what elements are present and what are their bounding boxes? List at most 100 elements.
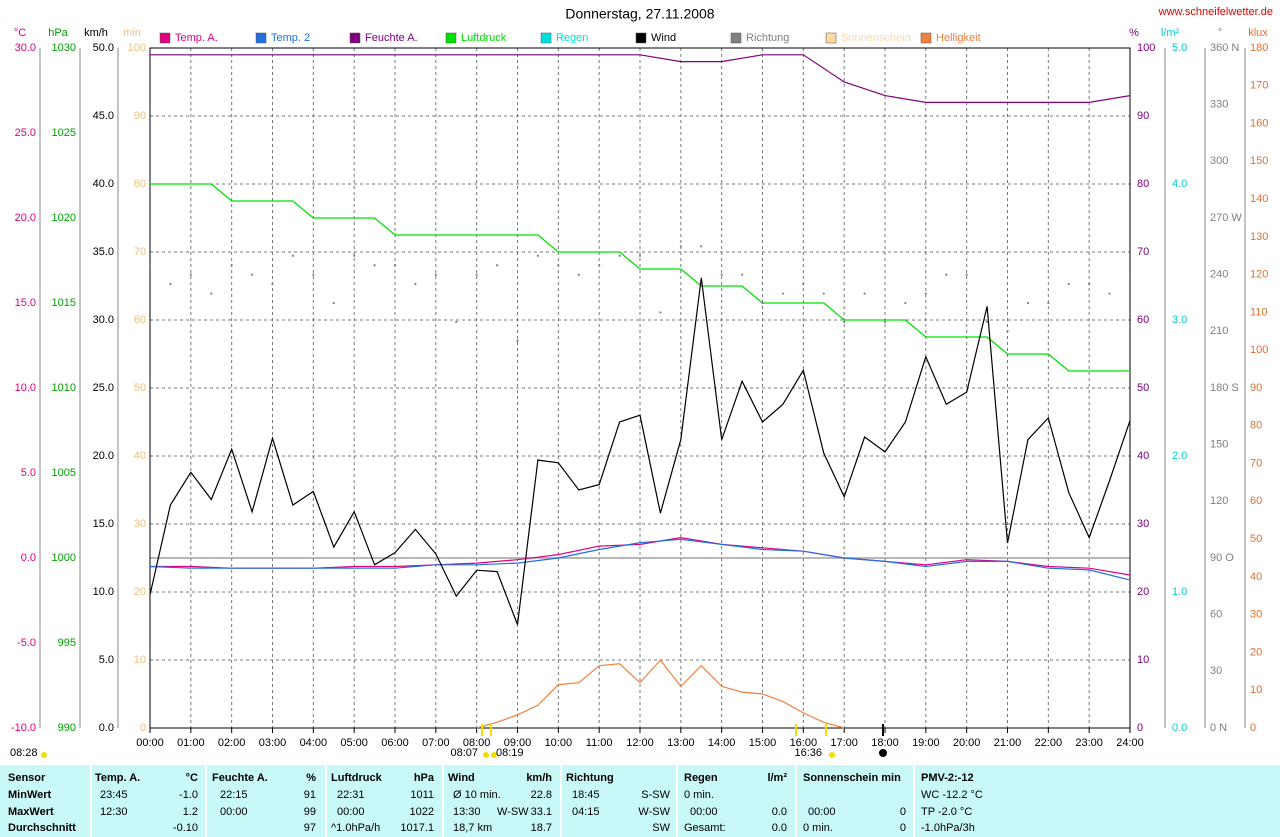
table-cell: SW <box>652 822 670 834</box>
y-tick-label: 90 <box>134 110 146 122</box>
table-cell: 1.2 <box>182 805 198 818</box>
legend-label: Helligkeit <box>936 32 981 44</box>
x-tick-label: 10:00 <box>545 737 573 749</box>
data-dot <box>189 273 192 276</box>
legend-label: Temp. 2 <box>271 32 310 44</box>
x-tick-label: 04:00 <box>300 737 328 749</box>
x-tick-label: 22:00 <box>1035 737 1063 749</box>
y-tick-label: 1020 <box>52 212 76 224</box>
y-tick-label: 70 <box>1137 246 1149 258</box>
x-tick-label: 11:00 <box>586 737 613 749</box>
legend-swatch <box>730 32 742 44</box>
data-dot <box>455 320 458 323</box>
y-tick-label: 15.0 <box>15 297 36 309</box>
table-cell: Ø 10 min. <box>453 789 501 801</box>
table-cell: 0 min. <box>803 822 833 834</box>
table-separator <box>325 765 327 837</box>
table-cell: 00:00 <box>808 805 836 818</box>
chart: Donnerstag, 27.11.2008 www.schneifelwett… <box>10 6 1273 759</box>
y-tick-label: 20 <box>1137 586 1149 598</box>
y-tick-label: 80 <box>1250 420 1262 432</box>
x-tick-label: 07:00 <box>422 737 450 749</box>
y-tick-label: 1.0 <box>1172 586 1187 598</box>
y-tick-label: 40 <box>1250 571 1262 583</box>
y-tick-label: 60 <box>1137 314 1149 326</box>
data-dot <box>904 301 907 305</box>
axis-unit: ° <box>1218 27 1222 39</box>
x-tick-label: 12:00 <box>626 737 654 749</box>
table-separator <box>795 765 797 837</box>
data-dot <box>1128 273 1132 276</box>
y-tick-label: 90 <box>1137 110 1149 122</box>
y-tick-label: 25.0 <box>15 127 36 139</box>
table-cell: W-SW <box>638 805 670 818</box>
table-cell: 97 <box>303 822 316 834</box>
data-dot <box>495 264 499 267</box>
y-tick-label: 60 <box>1210 609 1222 621</box>
table-cell: 13:30 <box>453 805 481 818</box>
y-tick-label: 30 <box>1210 665 1222 677</box>
y-tick-label: 70 <box>1250 457 1262 469</box>
data-dot <box>965 273 968 276</box>
data-dot <box>210 292 213 295</box>
table-cell: Feuchte A. <box>212 772 268 784</box>
data-dot <box>1108 292 1111 295</box>
data-line <box>476 659 845 729</box>
x-tick-label: 09:00 <box>504 737 532 749</box>
data-dot <box>863 292 866 295</box>
y-tick-label: 140 <box>1250 193 1268 205</box>
y-tick-label: 20.0 <box>93 450 114 462</box>
x-tick-label: 00:00 <box>136 737 164 749</box>
table-cell: Temp. A. <box>95 772 141 784</box>
axis-unit: hPa <box>48 27 68 39</box>
data-dot <box>250 273 254 276</box>
table-separator <box>560 765 562 837</box>
data-line <box>150 183 1130 372</box>
table-cell: 22:31 <box>337 789 365 801</box>
y-tick-label: 360 N <box>1210 42 1239 54</box>
table-cell: 12:30 <box>100 805 128 818</box>
y-tick-label: 50 <box>134 382 146 394</box>
table-cell: MinWert <box>8 789 52 801</box>
source: www.schneifelwetter.de <box>1158 6 1273 18</box>
table-cell: Durchschnitt <box>8 822 76 834</box>
table-cell: % <box>306 772 316 784</box>
y-tick-label: 30 <box>1250 609 1262 621</box>
y-tick-label: 990 <box>58 722 76 734</box>
sun-icon <box>491 752 497 758</box>
data-dot <box>148 264 152 267</box>
y-tick-label: 240 <box>1210 269 1228 281</box>
y-tick-label: 1030 <box>52 42 76 54</box>
x-tick-label: 14:00 <box>708 737 736 749</box>
data-dot <box>598 264 601 267</box>
y-tick-label: 5.0 <box>1172 42 1187 54</box>
data-dot <box>924 292 927 295</box>
data-dot <box>230 264 233 267</box>
data-dot <box>353 254 356 257</box>
y-tick-label: 50 <box>1137 382 1149 394</box>
x-tick-label: 21:00 <box>994 737 1022 749</box>
x-tick-label: 18:00 <box>871 737 899 749</box>
table-cell: 00:00 <box>690 805 718 818</box>
legend-swatch <box>540 32 552 44</box>
x-tick-label: 03:00 <box>259 737 287 749</box>
table-separator <box>205 765 207 837</box>
table-cell: °C <box>185 772 198 784</box>
data-dot <box>1067 283 1070 286</box>
y-tick-label: 25.0 <box>93 382 114 394</box>
x-tick-label: 15:00 <box>749 737 777 749</box>
y-tick-label: 150 <box>1250 155 1268 167</box>
table-cell: 99 <box>303 805 316 818</box>
y-tick-label: 40 <box>134 450 146 462</box>
x-tick-label: 02:00 <box>218 737 246 749</box>
y-tick-label: 1000 <box>52 552 76 564</box>
legend-swatch <box>635 32 647 44</box>
y-tick-label: 100 <box>128 42 146 54</box>
x-tick-label: 05:00 <box>340 737 368 749</box>
table-cell: W-SW <box>497 805 529 818</box>
data-line <box>149 538 1131 581</box>
y-tick-label: 1015 <box>52 297 76 309</box>
table-cell: S-SW <box>641 789 670 801</box>
table-separator <box>90 765 92 837</box>
